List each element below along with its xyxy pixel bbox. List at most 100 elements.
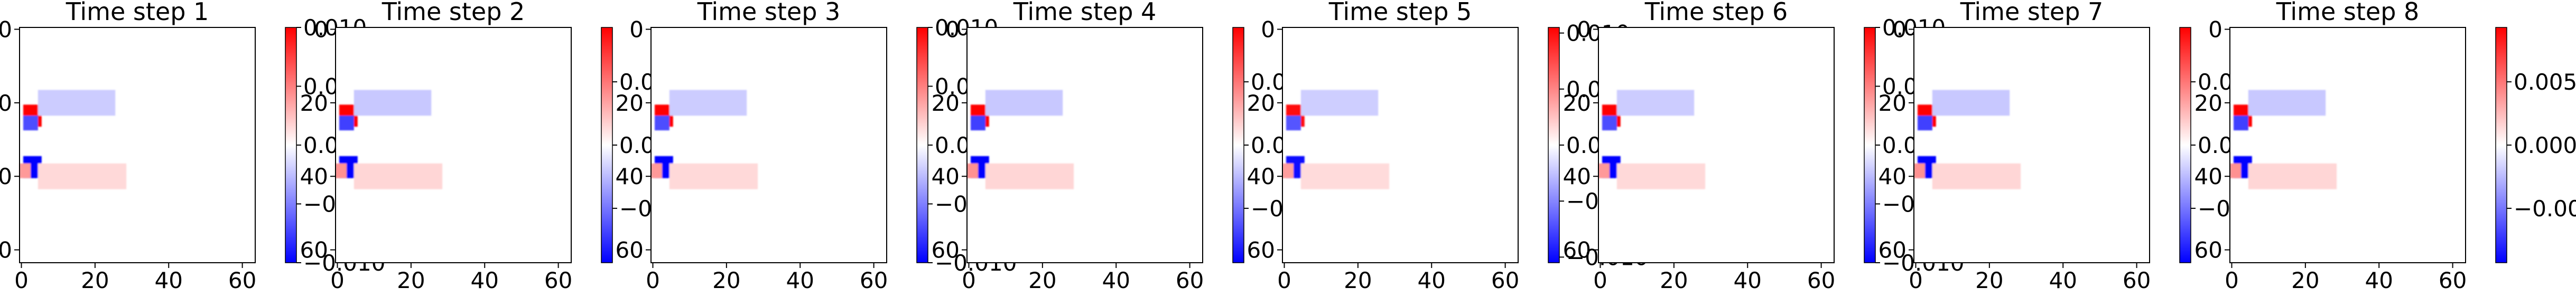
colorbar-tick-label: 0.000: [2514, 132, 2576, 158]
axes-frame: [650, 27, 887, 263]
heatmap-cell: [38, 90, 116, 116]
x-tick-label: 0: [1277, 267, 1291, 293]
colorbar-tick-label: −0.005: [2514, 196, 2576, 222]
plot-area: [1598, 27, 1834, 263]
heatmap-cell: [1598, 163, 1610, 178]
x-tick-label: 20: [1344, 267, 1372, 293]
x-tick-label: 20: [81, 267, 109, 293]
y-tick-label: 60: [1878, 237, 1907, 263]
plot-area: [967, 27, 1203, 263]
y-tick-label: 60: [1247, 237, 1275, 263]
panel-title: Time step 2: [382, 0, 525, 26]
heatmap-cell: [1300, 163, 1390, 189]
heatmap-cell: [1286, 116, 1301, 131]
heatmap-cells: [1282, 90, 1390, 189]
x-tick-label: 40: [2365, 267, 2393, 293]
heatmap-cell: [1300, 90, 1379, 116]
heatmap-cells: [651, 90, 758, 189]
plot-area: [20, 27, 255, 263]
plot-area: [1282, 27, 1518, 263]
x-tick-label: 20: [712, 267, 740, 293]
colorbar: [2496, 27, 2507, 263]
y-tick-label: 20: [616, 90, 644, 116]
plot-area: [651, 27, 887, 263]
y-tick-label: 20: [1563, 90, 1591, 116]
heatmap-cell: [2248, 90, 2326, 116]
x-tick-label: 40: [786, 267, 814, 293]
colorbar: [1548, 27, 1559, 263]
x-tick-label: 40: [471, 267, 499, 293]
plot-area: [1914, 27, 2150, 263]
x-tick-label: 0: [2225, 267, 2239, 293]
x-tick-label: 40: [1418, 267, 1446, 293]
x-tick-label: 60: [228, 267, 256, 293]
x-tick-label: 60: [544, 267, 572, 293]
x-tick-label: 0: [1909, 267, 1923, 293]
heatmap-cell: [1616, 163, 1706, 189]
x-tick-label: 40: [2049, 267, 2077, 293]
x-tick-label: 0: [962, 267, 976, 293]
y-tick-label: 0: [629, 16, 644, 42]
heatmap-cell: [23, 116, 38, 131]
plot-area: [336, 27, 571, 263]
colorbar: [2180, 27, 2191, 263]
y-tick-label: 60: [300, 237, 328, 263]
panel: Time step 402040600204060−0.0050.0000.00…: [932, 0, 1333, 293]
heatmap-cells: [20, 90, 127, 189]
heatmap-cell: [654, 116, 669, 131]
y-tick-label: 60: [616, 237, 644, 263]
x-tick-label: 60: [2439, 267, 2467, 293]
colorbar-tick-label: 0.005: [2514, 69, 2576, 95]
heatmap-cell: [1616, 90, 1695, 116]
colorbar: [601, 27, 612, 263]
y-tick-label: 20: [932, 90, 960, 116]
y-tick-label: 0: [314, 16, 328, 42]
heatmap-cell: [20, 163, 31, 178]
y-tick-label: 0: [1261, 16, 1275, 42]
x-tick-label: 0: [1593, 267, 1607, 293]
heatmap-cell: [1932, 163, 2021, 189]
panel-title: Time step 3: [697, 0, 841, 26]
axes-frame: [1913, 27, 2150, 263]
x-tick-label: 40: [1102, 267, 1130, 293]
colorbar: [917, 27, 928, 263]
y-tick-label: 40: [300, 164, 328, 189]
heatmap-cell: [1932, 90, 2010, 116]
x-tick-label: 20: [2291, 267, 2319, 293]
colorbar: [1233, 27, 1244, 263]
y-tick-label: 40: [932, 164, 960, 189]
y-tick-label: 20: [1878, 90, 1907, 116]
heatmap-cell: [1914, 163, 1925, 178]
y-tick-label: 40: [616, 164, 644, 189]
heatmap-cell: [985, 163, 1074, 189]
x-tick-label: 20: [1660, 267, 1688, 293]
heatmap-cell: [1282, 163, 1294, 178]
x-tick-label: 60: [2123, 267, 2151, 293]
heatmap-cell: [985, 90, 1063, 116]
y-tick-label: 20: [300, 90, 328, 116]
axes-frame: [335, 27, 572, 263]
y-tick-label: 0: [1892, 16, 1907, 42]
heatmap-cell: [967, 163, 978, 178]
y-tick-label: 60: [0, 237, 12, 263]
axes-frame: [1282, 27, 1519, 263]
y-tick-label: 20: [1247, 90, 1275, 116]
heatmap-cell: [354, 163, 443, 189]
panel: Time step 802040600204060−0.0050.0000.00…: [2194, 0, 2576, 293]
heatmap-cells: [2230, 90, 2337, 189]
x-tick-label: 40: [155, 267, 183, 293]
axes-frame: [19, 27, 256, 263]
heatmap-cell: [354, 90, 432, 116]
y-tick-label: 0: [945, 16, 960, 42]
panel: Time step 202040600204060−0.0050.0000.00…: [300, 0, 702, 293]
heatmap-cell: [339, 116, 354, 131]
heatmap-cells: [1598, 90, 1706, 189]
panel: Time step 602040600204060−0.010−0.0050.0…: [1563, 0, 1965, 293]
heatmap-cell: [1602, 116, 1617, 131]
panel-title: Time step 6: [1644, 0, 1788, 26]
axes-frame: [966, 27, 1203, 263]
x-tick-label: 20: [1028, 267, 1056, 293]
heatmap-cells: [1914, 90, 2021, 189]
